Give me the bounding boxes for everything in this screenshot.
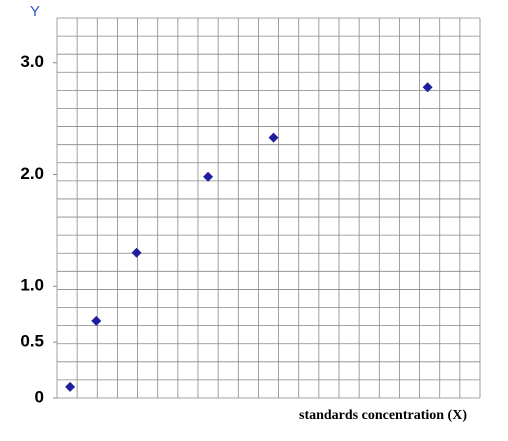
grid [56,17,481,399]
data-point [268,132,279,143]
y-tick-label: 0.5 [20,332,44,351]
y-tick-label: 3.0 [20,52,44,71]
data-point [91,315,102,326]
data-point [131,247,142,258]
data-point [203,171,214,182]
data-point [65,381,76,392]
y-tick-label: 1.0 [20,276,44,295]
y-axis-label: Y [30,3,40,20]
y-tick-label: 2.0 [20,164,44,183]
y-tick-label: 0 [35,387,44,406]
x-axis-label: standards concentration (X) [299,408,467,423]
data-point [422,82,433,93]
